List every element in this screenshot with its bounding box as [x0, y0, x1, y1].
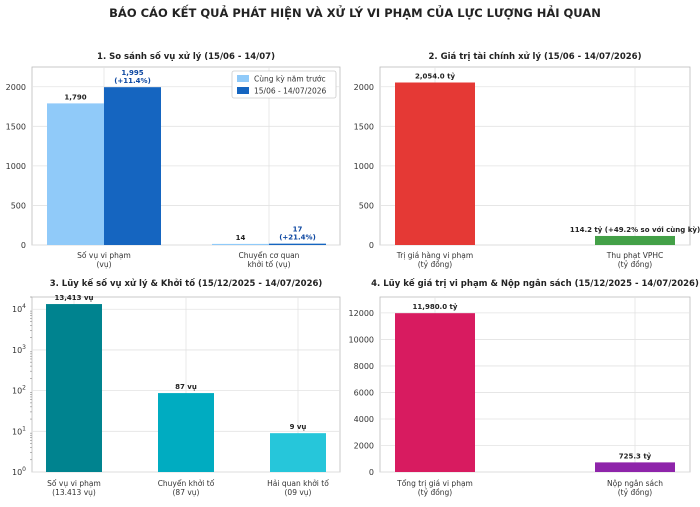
- legend-swatch: [237, 87, 249, 94]
- data-label: 114.2 tỷ (+49.2% so với cùng kỳ): [570, 225, 700, 234]
- y-tick-label: 1500: [354, 122, 374, 131]
- y-tick-label: 12000: [349, 309, 374, 318]
- y-tick-label: 100: [12, 466, 26, 477]
- legend-swatch: [237, 75, 249, 82]
- x-category-label: (tỷ đồng): [618, 488, 653, 497]
- x-category-label: (09 vụ): [285, 488, 312, 497]
- y-tick-label: 500: [359, 201, 374, 210]
- chart-title: 2. Giá trị tài chính xử lý (15/06 - 14/0…: [429, 51, 642, 62]
- bar: [104, 87, 161, 245]
- data-label: 17: [293, 226, 303, 234]
- bar: [46, 304, 102, 472]
- x-category-label: Chuyển khởi tố: [158, 479, 215, 488]
- x-category-label: Thu phạt VPHC: [606, 251, 663, 260]
- y-tick-label: 0: [369, 241, 374, 250]
- data-label: (+11.4%): [114, 77, 151, 85]
- y-tick-label: 4000: [354, 415, 374, 424]
- data-label: 9 vụ: [290, 423, 307, 431]
- x-category-label: (vụ): [96, 260, 111, 269]
- bar: [395, 82, 475, 246]
- bar: [595, 235, 675, 245]
- x-category-label: (87 vụ): [173, 488, 200, 497]
- y-tick-label: 0: [21, 241, 26, 250]
- data-label: 725.3 tỷ: [619, 451, 652, 460]
- data-label: 13,413 vụ: [55, 294, 94, 302]
- y-tick-label: 0: [369, 468, 374, 477]
- y-tick-label: 1000: [354, 162, 374, 171]
- y-tick-label: 2000: [354, 83, 374, 92]
- x-category-label: Hải quan khởi tố: [267, 479, 329, 488]
- bar: [212, 243, 269, 245]
- x-category-label: (13.413 vụ): [52, 488, 96, 497]
- chart-title: 3. Lũy kế số vụ xử lý & Khởi tố (15/12/2…: [50, 278, 323, 289]
- y-tick-label: 1500: [6, 122, 26, 131]
- bar: [395, 313, 475, 472]
- y-tick-label: 500: [11, 201, 26, 210]
- data-label: 1,995: [121, 69, 143, 77]
- bar: [270, 433, 326, 472]
- data-label: 2,054.0 tỷ: [415, 72, 455, 81]
- x-category-label: Trị giá hàng vi phạm: [396, 251, 473, 260]
- chart-title: 1. So sánh số vụ xử lý (15/06 - 14/07): [97, 51, 275, 62]
- legend-box: [231, 70, 337, 99]
- legend-label: 15/06 - 14/07/2026: [254, 87, 327, 96]
- y-tick-label: 104: [12, 303, 26, 314]
- data-label: 87 vụ: [175, 383, 197, 391]
- data-label: 1,790: [64, 93, 86, 101]
- x-category-label: Chuyển cơ quan: [239, 251, 300, 260]
- y-tick-label: 102: [12, 385, 26, 396]
- bar: [158, 393, 214, 472]
- y-tick-label: 2000: [354, 441, 374, 450]
- x-category-label: Nộp ngân sách: [607, 479, 663, 488]
- x-category-label: (tỷ đồng): [418, 260, 453, 269]
- chart-title: 4. Lũy kế giá trị vi phạm & Nộp ngân sác…: [371, 278, 699, 289]
- y-tick-label: 8000: [354, 362, 374, 371]
- legend-label: Cùng kỳ năm trước: [254, 75, 326, 84]
- x-category-label: Số vụ vi phạm: [47, 479, 101, 488]
- y-tick-label: 101: [12, 425, 26, 436]
- y-tick-label: 6000: [354, 388, 374, 397]
- x-category-label: khởi tố (vụ): [247, 260, 290, 269]
- bar: [595, 462, 675, 472]
- bar: [47, 103, 104, 245]
- data-label: (+21.4%): [279, 234, 316, 242]
- x-category-label: Số vụ vi phạm: [77, 251, 131, 260]
- y-tick-label: 2000: [6, 83, 26, 92]
- y-tick-label: 10000: [349, 335, 374, 344]
- x-category-label: (tỷ đồng): [418, 488, 453, 497]
- y-tick-label: 1000: [6, 162, 26, 171]
- bar: [269, 243, 326, 245]
- x-category-label: Tổng trị giá vi phạm: [396, 479, 473, 488]
- figure-title: BÁO CÁO KẾT QUẢ PHÁT HIỆN VÀ XỬ LÝ VI PH…: [109, 4, 601, 20]
- x-category-label: (tỷ đồng): [618, 260, 653, 269]
- data-label: 11,980.0 tỷ: [413, 302, 458, 311]
- data-label: 14: [236, 234, 246, 242]
- y-tick-label: 103: [12, 344, 26, 355]
